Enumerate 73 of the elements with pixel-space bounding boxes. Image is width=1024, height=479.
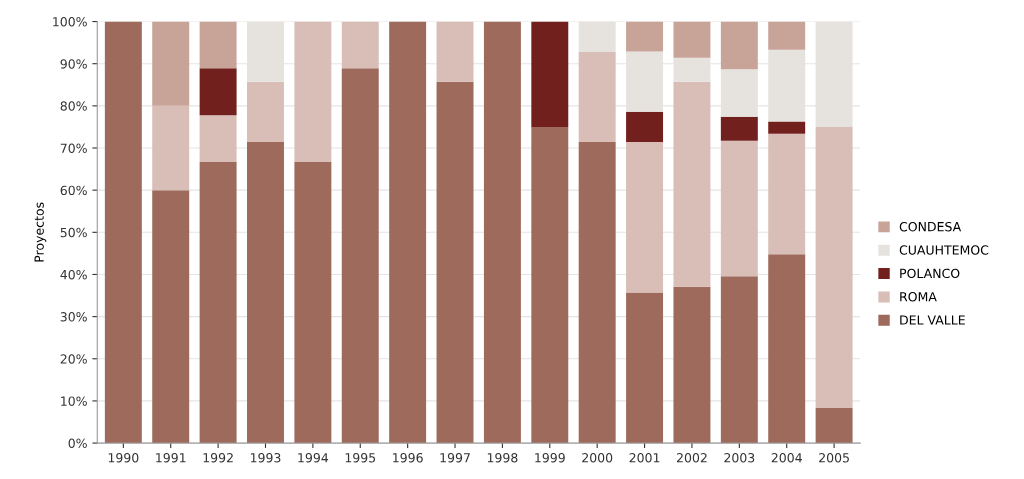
bar [768, 254, 806, 444]
y-tick-label: 60% [60, 185, 87, 196]
bar [768, 133, 806, 255]
bar [531, 21, 569, 127]
bar [436, 21, 474, 82]
bar [673, 21, 711, 58]
bar [341, 21, 379, 69]
y-tick-label: 50% [60, 227, 87, 238]
bar [673, 81, 711, 287]
x-tick-label: 2004 [771, 453, 802, 463]
bar [199, 68, 237, 116]
x-tick-label: 1997 [440, 453, 470, 463]
bar [199, 21, 237, 69]
y-tick-label: 20% [60, 354, 87, 364]
bar [152, 190, 190, 444]
y-tick-label: 10% [61, 396, 87, 406]
bar [152, 105, 190, 191]
bar [815, 126, 853, 409]
bar [294, 161, 332, 444]
y-tick-label: 80% [60, 101, 87, 111]
x-tick-label: 2002 [676, 453, 707, 463]
x-tick-label: 1999 [535, 453, 565, 463]
y-tick-label: 30% [60, 312, 87, 322]
bar [626, 292, 664, 444]
bar [720, 21, 758, 70]
bar [578, 21, 616, 52]
x-tick-label: 2001 [629, 453, 660, 463]
bar [578, 51, 616, 143]
legend-label: DEL VALLE [900, 315, 965, 325]
y-tick-label: 100% [53, 17, 87, 27]
bar [626, 142, 664, 293]
y-tick-label: 0% [68, 438, 87, 448]
bar [815, 408, 853, 444]
x-tick-label: 2003 [724, 453, 755, 463]
legend-label: POLANCO [900, 268, 960, 279]
y-tick-label: 40% [60, 269, 87, 280]
legend-label: CUAUHTEMOC [899, 245, 989, 255]
bar [531, 126, 569, 444]
x-tick-label: 1996 [393, 453, 423, 463]
bar [578, 142, 616, 444]
x-tick-label: 1995 [345, 453, 376, 463]
bar [341, 68, 379, 444]
x-tick-label: 2005 [819, 453, 849, 463]
bar [483, 21, 521, 444]
bar [247, 81, 284, 143]
bar [673, 286, 711, 444]
legend-label: CONDESA [899, 221, 962, 232]
bar [247, 142, 284, 444]
bar [436, 81, 474, 444]
bar [720, 116, 758, 141]
x-tick-label: 2000 [582, 453, 613, 463]
bar [294, 21, 332, 162]
y-tick-label: 90% [60, 59, 87, 69]
bar [720, 140, 758, 277]
bar [389, 21, 427, 444]
bar [720, 276, 758, 444]
legend-label: ROMA [900, 291, 937, 302]
x-tick-label: 1993 [250, 453, 281, 463]
bar [626, 111, 664, 143]
x-tick-label: 1990 [108, 453, 139, 463]
bar [104, 21, 142, 444]
bar [199, 115, 237, 162]
bar [152, 21, 190, 106]
bar [768, 21, 806, 50]
x-tick-label: 1991 [156, 453, 186, 463]
y-axis-title: Proyectos [34, 202, 47, 262]
bar [626, 21, 664, 52]
x-tick-label: 1998 [487, 453, 518, 463]
y-tick-label: 70% [60, 143, 87, 153]
x-tick-label: 1992 [203, 453, 233, 463]
bar [199, 161, 237, 444]
x-tick-label: 1994 [298, 453, 329, 463]
bar [768, 121, 806, 134]
